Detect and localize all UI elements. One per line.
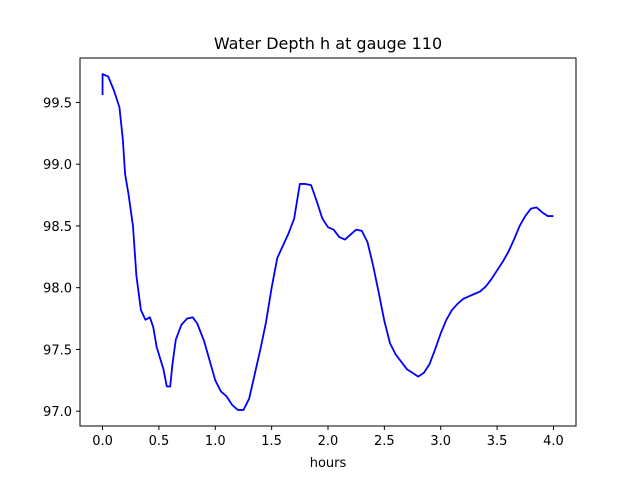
x-tick-label: 0.0 (92, 434, 113, 449)
series-line (101, 73, 554, 411)
y-tick-label: 99.0 (43, 158, 72, 173)
plot-area (101, 73, 554, 411)
x-axis: 0.0 0.5 1.0 1.5 2.0 2.5 3.0 3.5 4.0 (92, 426, 564, 449)
y-tick-label: 99.5 (43, 96, 72, 111)
x-tick-label: 4.0 (543, 434, 564, 449)
y-tick-label: 98.5 (43, 220, 72, 235)
chart-title: Water Depth h at gauge 110 (214, 34, 442, 53)
x-axis-label: hours (310, 456, 347, 471)
x-tick-label: 2.0 (318, 434, 339, 449)
x-tick-label: 3.5 (487, 434, 508, 449)
y-axis: 97.0 97.5 98.0 98.5 99.0 99.5 (43, 96, 80, 420)
x-tick-label: 3.0 (430, 434, 451, 449)
x-tick-label: 2.5 (374, 434, 395, 449)
x-tick-label: 0.5 (149, 434, 170, 449)
y-tick-label: 97.0 (43, 405, 72, 420)
axes-frame (79, 57, 577, 427)
y-tick-label: 98.0 (43, 282, 72, 297)
y-tick-label: 97.5 (43, 343, 72, 358)
x-tick-label: 1.0 (205, 434, 226, 449)
x-tick-label: 1.5 (261, 434, 282, 449)
